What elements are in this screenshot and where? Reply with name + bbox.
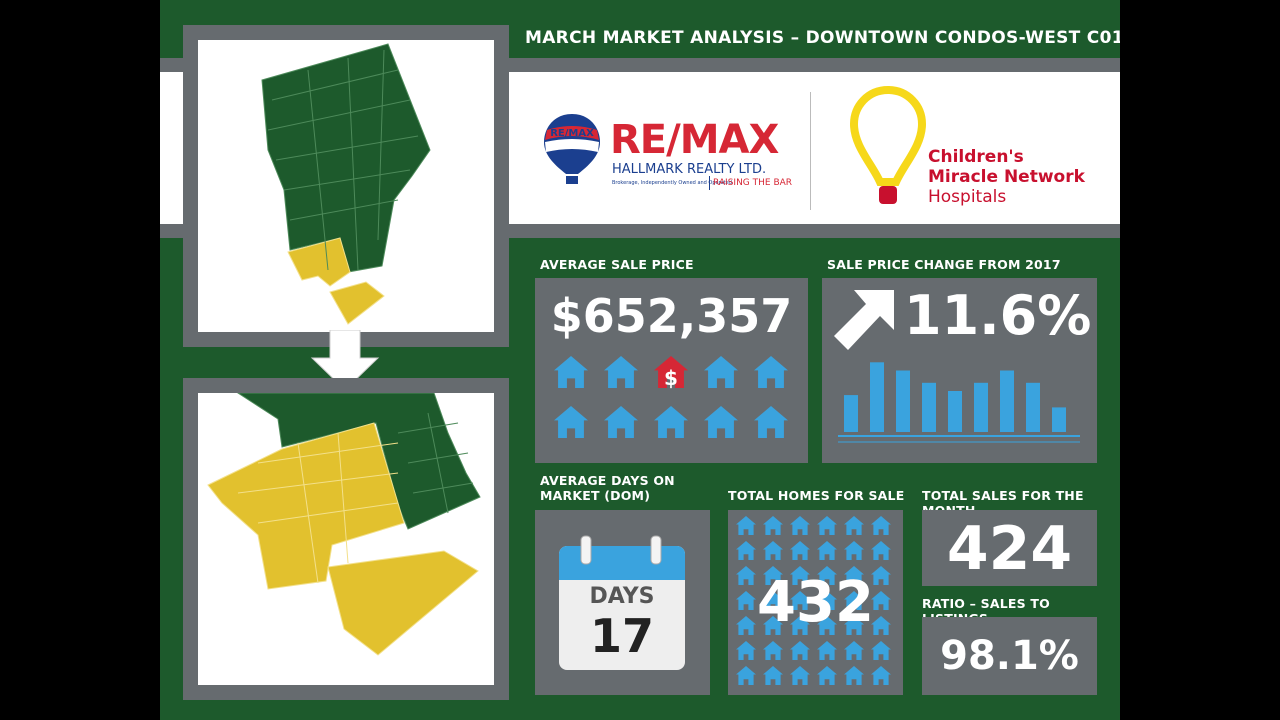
small-house-icon	[790, 591, 810, 610]
small-house-icon	[871, 516, 891, 535]
cmn-line2: Miracle Network	[928, 167, 1085, 187]
down-arrow-icon	[310, 330, 380, 390]
small-house-icon	[844, 641, 864, 660]
small-house-icon	[871, 541, 891, 560]
small-house-icon	[817, 666, 837, 685]
house-icon	[554, 356, 588, 388]
total-homes-value: 432	[757, 570, 874, 635]
small-house-icon	[844, 516, 864, 535]
small-house-icon	[790, 516, 810, 535]
small-house-icon	[844, 566, 864, 585]
small-house-icon	[817, 591, 837, 610]
dom-value: 17	[589, 609, 654, 663]
small-house-icon	[736, 566, 756, 585]
small-house-icon	[844, 591, 864, 610]
small-house-icon	[817, 641, 837, 660]
small-house-icon	[817, 566, 837, 585]
calendar-icon	[557, 534, 687, 674]
house-icon	[754, 356, 788, 388]
small-house-icon	[736, 641, 756, 660]
small-house-icon	[817, 516, 837, 535]
map-bottom	[198, 393, 494, 685]
dom-unit: DAYS	[589, 584, 655, 609]
up-arrow-icon	[832, 288, 896, 352]
small-house-icon	[763, 641, 783, 660]
house-icon	[754, 406, 788, 438]
remax-slogan: RAISING THE BAR	[713, 178, 793, 188]
small-house-icon	[736, 541, 756, 560]
avg-price-label: AVERAGE SALE PRICE	[540, 257, 694, 272]
trend-bar	[1052, 407, 1066, 432]
total-homes-label: TOTAL HOMES FOR SALE	[728, 488, 905, 503]
infographic: MARCH MARKET ANALYSIS – DOWNTOWN CONDOS-…	[160, 0, 1120, 720]
small-house-icon	[790, 566, 810, 585]
small-house-icon	[871, 591, 891, 610]
small-house-icon	[817, 541, 837, 560]
small-house-icon	[763, 566, 783, 585]
trend-bar	[1026, 382, 1040, 432]
house-grid	[736, 516, 896, 692]
small-house-icon	[844, 616, 864, 635]
remax-balloon-text: RE/MAX	[550, 128, 594, 139]
small-house-icon	[763, 616, 783, 635]
small-house-icon	[871, 566, 891, 585]
small-house-icon	[763, 666, 783, 685]
small-house-icon	[844, 666, 864, 685]
small-house-icon	[871, 616, 891, 635]
price-house-icon	[654, 356, 688, 388]
house-icon	[554, 406, 588, 438]
house-icon	[604, 406, 638, 438]
total-sales-value: 424	[946, 514, 1073, 584]
small-house-icon	[763, 516, 783, 535]
total-sales-card	[922, 510, 1097, 586]
trend-bar	[974, 382, 988, 432]
house-icon	[704, 356, 738, 388]
price-change-value: 11.6%	[904, 284, 1092, 347]
dollar-sign: $	[664, 366, 678, 390]
small-house-icon	[871, 666, 891, 685]
cmn-balloon-icon	[850, 86, 926, 208]
remax-fineprint: Brokerage, Independently Owned and Opera…	[612, 180, 732, 186]
small-house-icon	[763, 541, 783, 560]
trend-bar	[870, 362, 884, 432]
logo-divider	[810, 92, 811, 210]
small-house-icon	[844, 541, 864, 560]
remax-name: RE/MAX	[610, 117, 779, 163]
small-house-icon	[790, 641, 810, 660]
trend-bar	[1000, 370, 1014, 432]
trend-bar	[922, 382, 936, 432]
small-house-icon	[790, 666, 810, 685]
cmn-line1: Children's	[928, 147, 1024, 167]
dom-label-line1: AVERAGE DAYS ON	[540, 473, 675, 488]
small-house-icon	[736, 616, 756, 635]
house-icon	[654, 406, 688, 438]
price-change-chart	[838, 340, 1088, 455]
small-house-icon	[790, 616, 810, 635]
ratio-value: 98.1%	[940, 633, 1079, 679]
small-house-icon	[871, 641, 891, 660]
small-house-icon	[817, 616, 837, 635]
remax-divider	[709, 176, 710, 190]
dom-label: AVERAGE DAYS ON MARKET (DOM)	[540, 473, 675, 503]
house-icons: $	[552, 356, 792, 444]
small-house-icon	[736, 591, 756, 610]
trend-bar	[844, 395, 858, 432]
avg-price-value: $652,357	[550, 289, 793, 343]
house-icon	[604, 356, 638, 388]
small-house-icon	[763, 591, 783, 610]
cmn-line3: Hospitals	[928, 187, 1007, 207]
price-change-label: SALE PRICE CHANGE FROM 2017	[827, 257, 1061, 272]
small-house-icon	[736, 666, 756, 685]
ratio-card	[922, 617, 1097, 695]
small-house-icon	[790, 541, 810, 560]
page-title: MARCH MARKET ANALYSIS – DOWNTOWN CONDOS-…	[525, 28, 1120, 48]
remax-balloon-icon	[542, 112, 602, 188]
trend-bar	[948, 391, 962, 432]
remax-subtitle: HALLMARK REALTY LTD.	[612, 162, 767, 177]
trend-bar	[896, 370, 910, 432]
house-icon	[704, 406, 738, 438]
map-top	[198, 40, 494, 332]
small-house-icon	[736, 516, 756, 535]
dom-label-line2: MARKET (DOM)	[540, 488, 651, 503]
